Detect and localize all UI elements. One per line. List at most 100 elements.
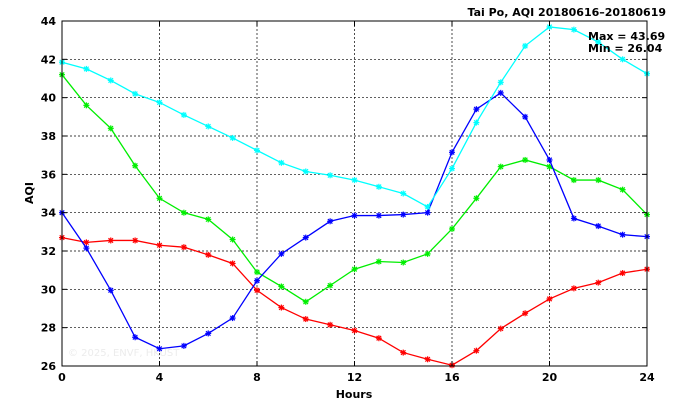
data-point [302, 298, 309, 305]
y-tick-label: 42 [41, 53, 56, 66]
data-point [229, 134, 236, 141]
data-point [375, 212, 382, 219]
data-point [107, 77, 114, 84]
data-point [156, 345, 163, 352]
series-3 [59, 89, 650, 352]
data-point [497, 163, 504, 170]
y-tick-label: 32 [41, 245, 56, 258]
y-axis-label: AQI [23, 182, 36, 204]
data-point [302, 316, 309, 323]
data-point [522, 310, 529, 317]
y-tick-label: 34 [41, 207, 57, 220]
data-point [229, 236, 236, 243]
y-tick-label: 28 [41, 322, 56, 335]
data-point [497, 325, 504, 332]
data-point [278, 159, 285, 166]
data-point [254, 277, 260, 284]
data-point [156, 99, 163, 106]
data-point [83, 245, 90, 252]
data-point [619, 270, 626, 277]
data-point [180, 244, 187, 251]
data-point [570, 285, 577, 292]
data-point [400, 190, 407, 197]
y-tick-label: 36 [41, 168, 57, 181]
x-tick-label: 24 [639, 371, 655, 384]
data-point [132, 162, 139, 169]
data-point [570, 215, 577, 222]
data-point [351, 212, 358, 219]
data-point [424, 356, 431, 363]
x-tick-label: 16 [444, 371, 460, 384]
x-tick-label: 20 [542, 371, 558, 384]
data-point [254, 287, 260, 294]
x-tick-label: 0 [58, 371, 66, 384]
data-point [473, 119, 480, 126]
y-tick-label: 44 [41, 15, 57, 28]
data-point [546, 295, 553, 302]
data-point [473, 347, 480, 354]
data-point [619, 56, 626, 63]
data-point [595, 223, 602, 230]
data-point [546, 156, 553, 163]
series-4 [59, 23, 650, 210]
data-point [424, 250, 431, 257]
data-point [327, 218, 334, 225]
data-point [302, 234, 309, 241]
data-point [522, 42, 529, 49]
data-point [327, 282, 334, 289]
data-point [132, 334, 139, 341]
data-point [132, 237, 139, 244]
data-point [107, 237, 114, 244]
x-tick-label: 12 [347, 371, 362, 384]
data-point [83, 102, 90, 109]
y-tick-label: 30 [41, 283, 57, 296]
series-layer [59, 23, 650, 369]
data-point [400, 259, 407, 266]
data-point [278, 304, 285, 311]
data-point [132, 90, 139, 97]
data-point [400, 349, 407, 356]
data-point [351, 266, 358, 273]
watermark: © 2025, ENVF, HKUST [68, 348, 180, 359]
data-point [180, 111, 187, 118]
data-point [522, 113, 529, 120]
data-point [107, 287, 114, 294]
data-point [497, 79, 504, 86]
data-point [449, 149, 455, 156]
y-tick-label: 26 [41, 360, 57, 373]
data-point [424, 209, 431, 216]
data-point [180, 209, 187, 216]
series-2 [59, 71, 650, 305]
data-point [522, 156, 529, 163]
data-point [375, 258, 382, 265]
data-point [351, 177, 358, 184]
data-point [254, 147, 260, 154]
data-point [351, 327, 358, 334]
x-axis-label: Hours [336, 388, 373, 401]
data-point [302, 168, 309, 175]
data-point [229, 260, 236, 267]
data-point [497, 89, 504, 96]
tick-layer: 0 4 8 12 16 20 24 26 28 30 32 34 36 38 40 42 44 [41, 15, 655, 384]
max-annotation: Max = 43.69 [588, 30, 665, 43]
data-point [570, 177, 577, 184]
min-annotation: Min = 26.04 [588, 42, 663, 55]
grid-layer [62, 21, 647, 366]
data-point [619, 231, 626, 238]
data-point [375, 335, 382, 342]
data-point [449, 165, 455, 172]
data-point [327, 321, 334, 328]
data-point [278, 283, 285, 290]
data-point [156, 195, 163, 202]
data-point [375, 183, 382, 190]
y-tick-label: 40 [41, 92, 57, 105]
series-1 [59, 234, 650, 369]
data-point [327, 172, 334, 179]
data-point [278, 250, 285, 257]
x-tick-label: 8 [253, 371, 261, 384]
data-point [400, 211, 407, 218]
data-point [83, 239, 90, 246]
chart-title: Tai Po, AQI 20180616–20180619 [468, 6, 666, 19]
data-point [205, 123, 212, 130]
